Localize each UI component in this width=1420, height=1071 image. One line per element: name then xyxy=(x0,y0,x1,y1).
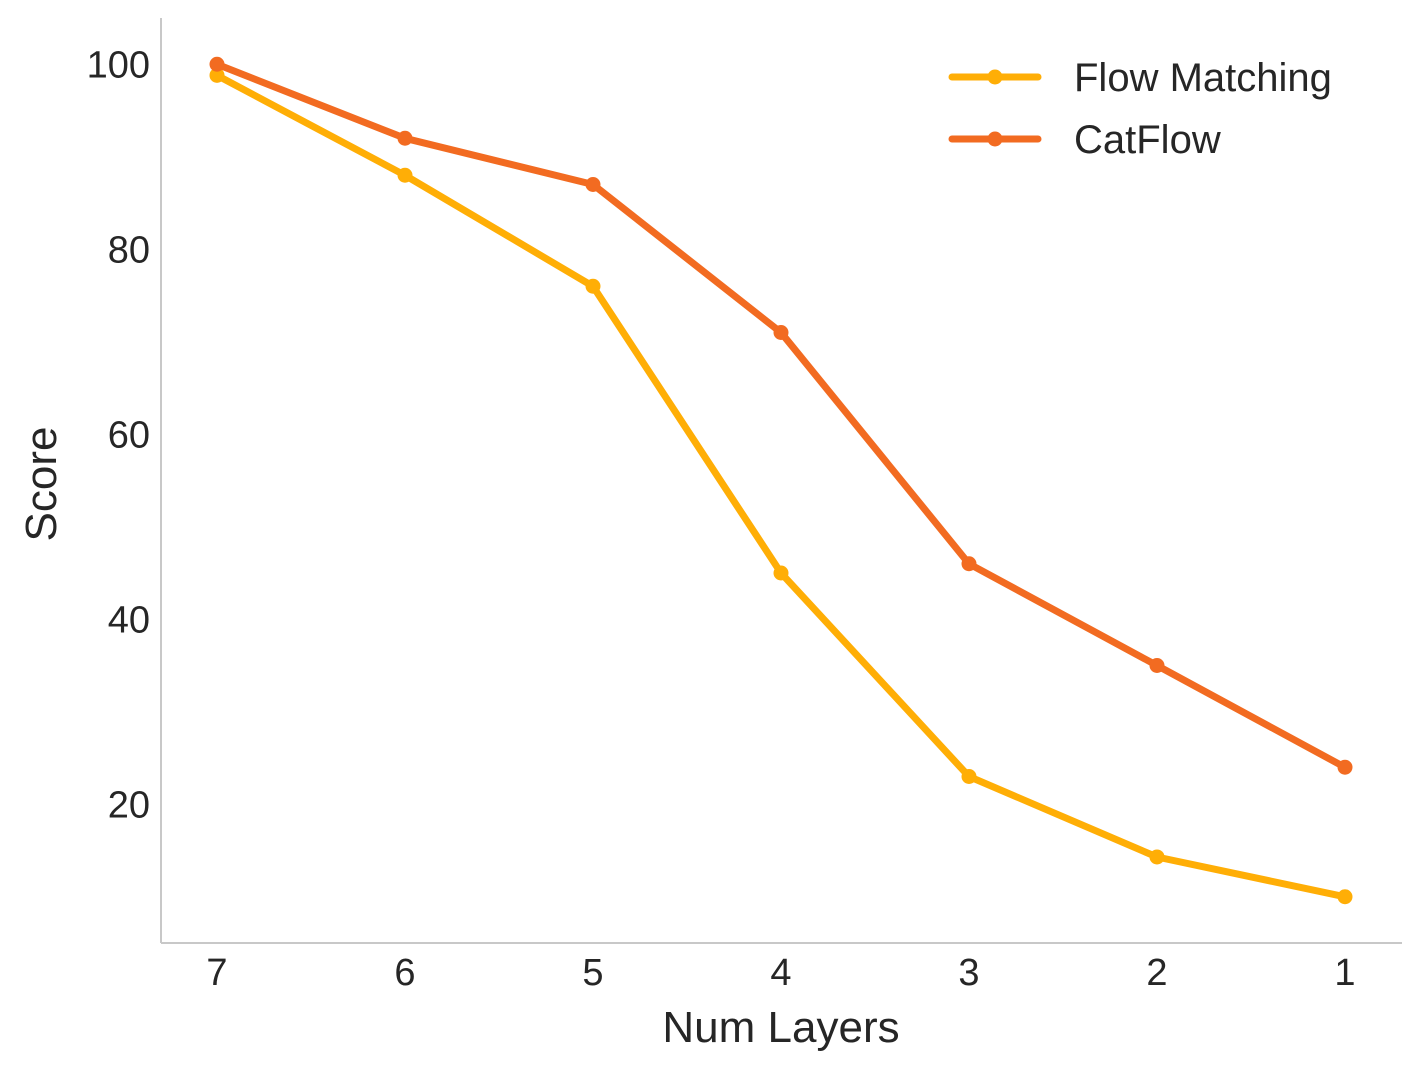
series-line xyxy=(213,71,1349,901)
data-point xyxy=(1337,889,1353,905)
data-point xyxy=(773,325,789,340)
y-tick-label: 80 xyxy=(108,229,150,271)
data-point xyxy=(585,278,601,294)
data-point xyxy=(1337,759,1353,775)
series-0 xyxy=(209,67,1353,905)
legend-marker xyxy=(987,131,1003,147)
data-point xyxy=(209,67,225,83)
series-group xyxy=(209,56,1353,905)
data-point xyxy=(1149,849,1165,865)
x-tick-label: 1 xyxy=(1334,952,1355,994)
y-tick-label: 20 xyxy=(108,784,150,826)
x-tick-label: 6 xyxy=(394,952,415,994)
data-point xyxy=(397,130,413,146)
data-point xyxy=(961,556,977,572)
x-tick-label: 5 xyxy=(582,952,603,994)
data-point xyxy=(1149,658,1165,673)
y-tick-label: 100 xyxy=(87,44,150,86)
y-tick-labels: 20 40 60 80 100 xyxy=(87,44,150,826)
legend-item: CatFlow xyxy=(948,118,1221,162)
x-axis-title: Num Layers xyxy=(662,1003,899,1052)
x-tick-label: 2 xyxy=(1146,952,1167,994)
y-axis-title: Score xyxy=(17,427,66,542)
legend-item: Flow Matching xyxy=(948,56,1332,100)
axes xyxy=(160,18,1402,944)
x-tick-labels: 7 6 5 4 3 2 1 xyxy=(206,952,1355,994)
y-tick-label: 40 xyxy=(108,599,150,641)
legend-label: CatFlow xyxy=(1074,118,1221,162)
x-tick-label: 7 xyxy=(206,952,227,994)
series-1 xyxy=(209,56,1353,775)
data-point xyxy=(961,769,977,784)
y-tick-label: 60 xyxy=(108,414,150,456)
data-point xyxy=(209,56,225,72)
data-point xyxy=(585,177,601,192)
data-point xyxy=(397,167,413,183)
x-tick-label: 3 xyxy=(958,952,979,994)
x-tick-label: 4 xyxy=(770,952,791,994)
series-line xyxy=(213,60,1349,771)
legend-marker xyxy=(987,69,1003,85)
legend-label: Flow Matching xyxy=(1074,56,1332,100)
legend: Flow Matching CatFlow xyxy=(948,56,1332,162)
data-point xyxy=(773,565,789,581)
